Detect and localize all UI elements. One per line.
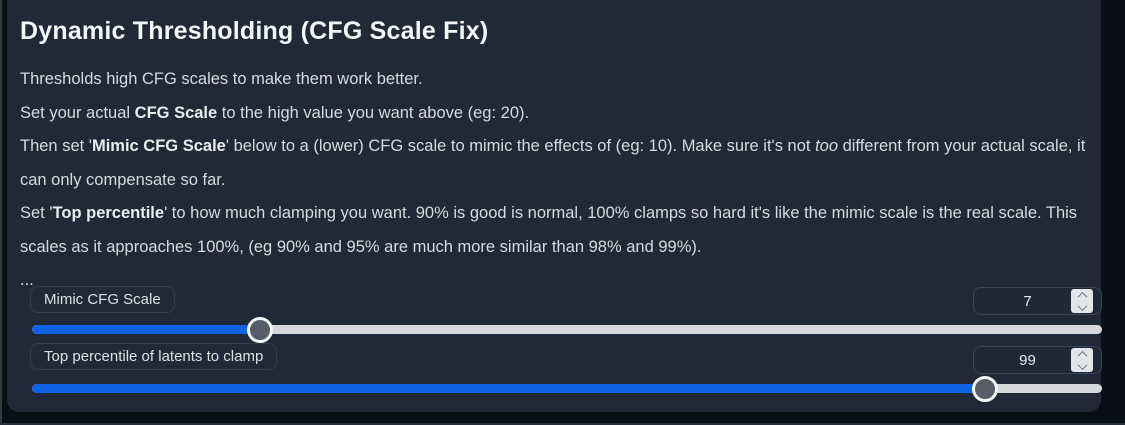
panel-description: Thresholds high CFG scales to make them …	[20, 63, 1100, 298]
top-percentile-input[interactable]	[974, 351, 1071, 369]
chevron-down-icon	[1077, 359, 1087, 370]
mimic-cfg-scale-label: Mimic CFG Scale	[30, 286, 175, 313]
spin-up-button[interactable]	[1071, 349, 1093, 361]
spin-up-button[interactable]	[1071, 290, 1093, 302]
slider-fill	[32, 384, 986, 393]
spin-down-button[interactable]	[1071, 359, 1093, 371]
top-percentile-label: Top percentile of latents to clamp	[30, 343, 278, 370]
top-percentile-spinner	[1071, 348, 1093, 372]
top-percentile-slider-handle[interactable]	[972, 375, 999, 402]
description-line: Thresholds high CFG scales to make them …	[20, 70, 423, 88]
mimic-cfg-scale-spinner	[1071, 289, 1093, 313]
chevron-down-icon	[1077, 300, 1087, 311]
mimic-cfg-scale-slider-track[interactable]	[32, 316, 1102, 343]
dynamic-thresholding-panel: Dynamic Thresholding (CFG Scale Fix) Thr…	[7, 0, 1102, 412]
description-line: Set 'Top percentile' to how much clampin…	[20, 204, 1078, 256]
mimic-cfg-scale-input[interactable]	[974, 292, 1071, 310]
description-line: ...	[20, 271, 34, 289]
slider-fill	[32, 325, 260, 334]
panel-title: Dynamic Thresholding (CFG Scale Fix)	[20, 17, 489, 45]
spin-down-button[interactable]	[1071, 300, 1093, 312]
top-percentile-numbox	[973, 346, 1102, 374]
mimic-cfg-scale-slider-handle[interactable]	[246, 316, 273, 343]
left-edge-divider	[0, 0, 2, 425]
top-percentile-slider-track[interactable]	[32, 375, 1102, 402]
next-block-top-edge	[0, 423, 1125, 425]
description-line: Then set 'Mimic CFG Scale' below to a (l…	[20, 137, 1086, 189]
description-line: Set your actual CFG Scale to the high va…	[20, 103, 530, 122]
mimic-cfg-scale-numbox	[973, 287, 1102, 315]
